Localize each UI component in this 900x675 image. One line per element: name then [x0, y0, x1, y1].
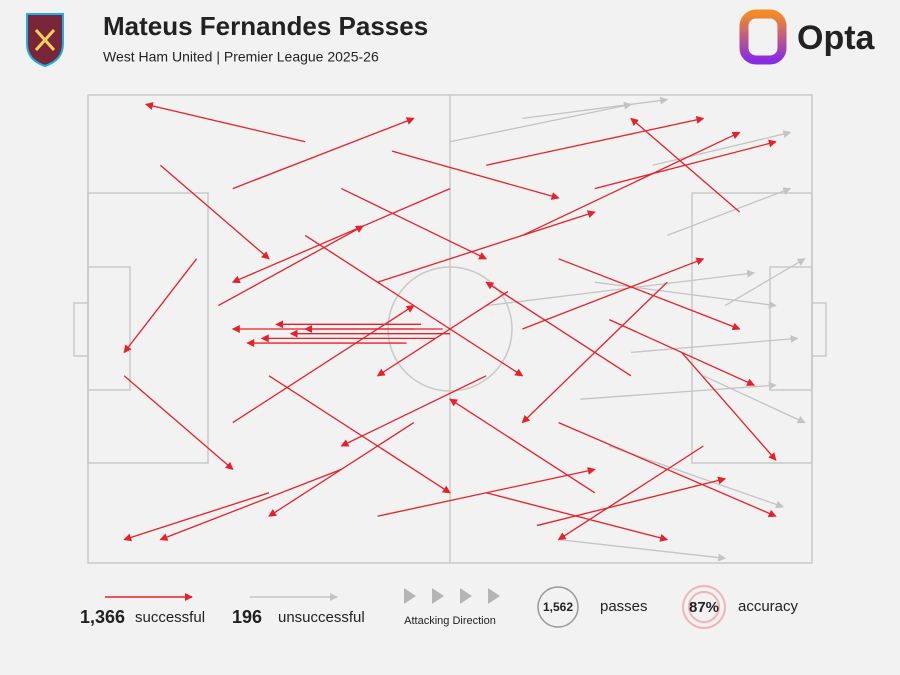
successful-pass	[522, 257, 705, 330]
subtitle: West Ham United | Premier League 2025-26	[103, 49, 379, 65]
accuracy-value: 87%	[689, 599, 719, 616]
successful-pass	[486, 115, 705, 166]
total-count: 1,562	[543, 600, 573, 614]
unsuccessful-pass	[724, 258, 806, 307]
direction-arrows	[404, 588, 500, 604]
unsuccessful-pass	[630, 334, 799, 354]
brand-logo: Opta	[739, 9, 876, 65]
successful-pass	[557, 445, 704, 541]
successful-pass	[341, 188, 488, 260]
successful-pass	[268, 422, 415, 517]
club-badge	[26, 13, 64, 68]
title: Mateus Fernandes Passes	[103, 11, 428, 41]
unsuccessful-pass	[558, 538, 727, 562]
successful-pass	[377, 466, 596, 517]
unsuccessful-pass	[449, 101, 632, 143]
successful-pass	[123, 258, 198, 354]
successful-pass	[159, 164, 270, 260]
successful-pass	[144, 102, 306, 143]
successful-pass	[159, 468, 342, 541]
total-ring	[537, 586, 579, 628]
successful-pass	[522, 131, 741, 236]
accuracy-target	[682, 585, 726, 629]
unsuccessful-pass	[652, 130, 792, 166]
unsuccessful-label: unsuccessful	[278, 609, 365, 626]
successful-pass	[268, 375, 451, 494]
passes	[123, 96, 806, 562]
successful-pass	[232, 117, 415, 190]
unsuccessful-pass	[594, 281, 777, 309]
successful-pass	[231, 188, 451, 284]
successful-pass	[376, 291, 509, 377]
successful-pass	[536, 476, 727, 527]
successful-count: 1,366	[80, 607, 125, 627]
successful-pass	[485, 281, 632, 377]
unsuccessful-pass	[609, 445, 784, 509]
successful-pass	[558, 258, 741, 331]
successful-pass	[391, 150, 560, 200]
successful-pass	[521, 281, 668, 424]
accuracy-label: accuracy	[738, 598, 799, 615]
brand: Opta	[797, 19, 876, 57]
successful-pass	[340, 375, 487, 447]
unsuccessful-pass	[522, 96, 669, 120]
successful-pass	[218, 225, 364, 307]
successful-pass	[681, 351, 777, 461]
direction-label: Attacking Direction	[404, 615, 496, 627]
successful-pass	[630, 117, 741, 213]
unsuccessful-pass	[580, 381, 777, 400]
successful-label: successful	[135, 609, 205, 626]
successful-pass	[377, 210, 596, 283]
pitch	[73, 94, 827, 564]
successful-pass	[449, 398, 596, 494]
total-label: passes	[600, 598, 648, 615]
unsuccessful-pass	[666, 187, 792, 237]
legend: 1,366 successful 196 unsuccessful Attack…	[80, 585, 799, 629]
unsuccessful-pass	[486, 269, 756, 307]
successful-pass	[123, 375, 234, 471]
unsuccessful-pass	[703, 375, 806, 424]
unsuccessful-count: 196	[232, 607, 262, 627]
successful-pass	[123, 492, 270, 542]
successful-pass	[232, 305, 415, 424]
